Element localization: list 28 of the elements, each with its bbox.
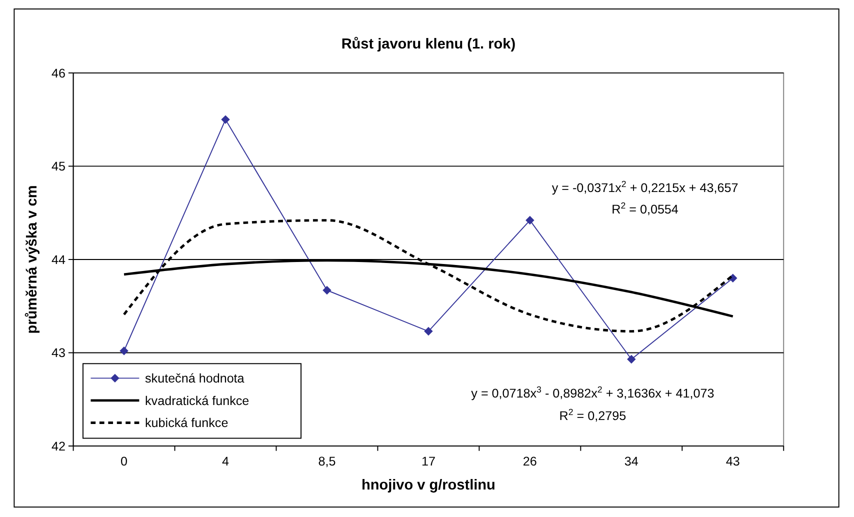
legend-label: skutečná hodnota bbox=[145, 372, 244, 386]
x-tick-label: 4 bbox=[222, 454, 230, 468]
x-tick-label: 26 bbox=[522, 454, 537, 468]
y-axis-title: průměrná výška v cm bbox=[24, 185, 40, 334]
annotation: y = 0,0718x$^{3}$ - 0,8982x$^{2}$ + 3,1636x + 41,073 bbox=[471, 384, 714, 401]
x-tick-label: 0 bbox=[120, 454, 128, 468]
legend-label: kubická funkce bbox=[145, 416, 228, 430]
annotation: R$^{2}$ = 0,0554 bbox=[612, 200, 678, 216]
y-tick-label: 42 bbox=[52, 439, 66, 454]
x-tick-label: 17 bbox=[421, 454, 436, 468]
point bbox=[424, 326, 433, 336]
y-tick-label: 46 bbox=[52, 66, 66, 80]
chart-title: Růst javoru klenu (1. rok) bbox=[341, 36, 516, 53]
annotation: R$^{2}$ = 0,2795 bbox=[559, 406, 626, 423]
y-tick-label: 45 bbox=[52, 160, 66, 174]
annotation: y = -0,0371x$^{2}$ + 0,2215x + 43,657 bbox=[552, 179, 738, 196]
x-axis-title: hnojivo v g/rostlinu bbox=[362, 478, 496, 494]
x-tick-label: 34 bbox=[624, 454, 638, 468]
x-tick-label: 8,5 bbox=[318, 454, 336, 468]
y-tick-label: 43 bbox=[52, 346, 66, 360]
y-tick-label: 44 bbox=[52, 252, 66, 267]
point bbox=[120, 346, 128, 356]
point bbox=[221, 115, 230, 124]
legend-label: kvadratická funkce bbox=[145, 394, 250, 408]
x-tick-label: 43 bbox=[726, 454, 740, 468]
point bbox=[526, 216, 534, 225]
point bbox=[322, 286, 332, 295]
point bbox=[627, 354, 636, 364]
